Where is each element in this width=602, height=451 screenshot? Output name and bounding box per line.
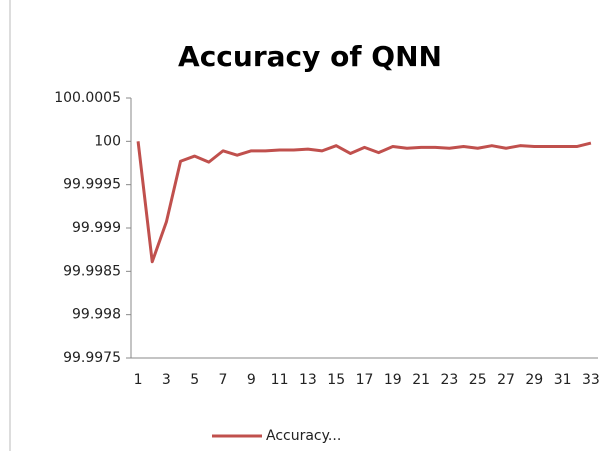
x-tick-label: 1 <box>134 372 143 388</box>
x-tick-label: 7 <box>219 372 228 388</box>
x-tick-label: 9 <box>247 372 256 388</box>
y-tick-label: 99.9975 <box>63 350 121 366</box>
x-tick-label: 11 <box>271 372 289 388</box>
x-tick-label: 5 <box>190 372 199 388</box>
y-tick-label: 99.998 <box>72 307 121 323</box>
y-tick-label: 99.9995 <box>63 177 121 193</box>
x-tick-label: 31 <box>554 372 572 388</box>
x-tick-label: 3 <box>162 372 171 388</box>
x-tick-label: 27 <box>497 372 515 388</box>
x-tick-label: 17 <box>356 372 374 388</box>
legend-label: Accuracy... <box>266 428 341 444</box>
y-tick-label: 100.0005 <box>54 90 121 106</box>
x-tick-label: 21 <box>412 372 430 388</box>
y-tick-label: 100 <box>94 133 121 149</box>
x-tick-label: 23 <box>440 372 458 388</box>
data-line <box>136 141 592 264</box>
x-tick-label: 25 <box>469 372 487 388</box>
chart-title: Accuracy of QNN <box>178 40 442 73</box>
y-tick-label: 99.9985 <box>63 263 121 279</box>
x-tick-label: 33 <box>582 372 600 388</box>
y-tick-label: 99.999 <box>72 220 121 236</box>
x-tick-label: 29 <box>525 372 543 388</box>
x-tick-label: 19 <box>384 372 402 388</box>
x-tick-label: 15 <box>327 372 345 388</box>
x-tick-label: 13 <box>299 372 317 388</box>
